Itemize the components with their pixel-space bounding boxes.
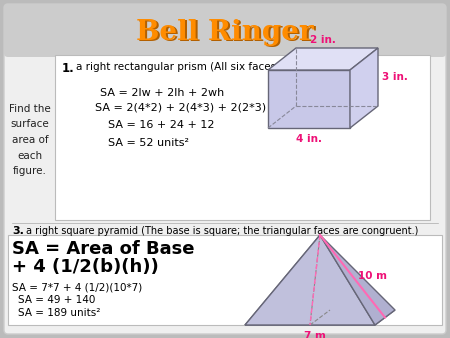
Text: Find the
surface
area of
each
figure.: Find the surface area of each figure.: [9, 104, 51, 176]
Text: SA = 2lw + 2lh + 2wh: SA = 2lw + 2lh + 2wh: [100, 88, 224, 98]
FancyBboxPatch shape: [8, 235, 442, 325]
Polygon shape: [268, 70, 350, 128]
Text: 2 in.: 2 in.: [310, 35, 336, 45]
Text: 1.: 1.: [62, 62, 75, 75]
Text: 3.: 3.: [12, 226, 24, 236]
FancyBboxPatch shape: [4, 4, 446, 334]
Polygon shape: [320, 235, 395, 325]
Polygon shape: [245, 235, 375, 325]
Text: 4 in.: 4 in.: [296, 134, 322, 144]
Text: SA = 7*7 + 4 (1/2)(10*7): SA = 7*7 + 4 (1/2)(10*7): [12, 282, 142, 292]
Polygon shape: [245, 235, 320, 325]
Text: SA = 52 units²: SA = 52 units²: [108, 138, 189, 148]
Text: SA = 2(4*2) + 2(4*3) + 2(2*3): SA = 2(4*2) + 2(4*3) + 2(2*3): [95, 103, 266, 113]
Text: Bell Ringer: Bell Ringer: [138, 20, 315, 47]
Text: Bell Ringer: Bell Ringer: [136, 19, 314, 46]
Polygon shape: [268, 48, 378, 70]
Polygon shape: [350, 48, 378, 128]
Text: 7 m: 7 m: [304, 331, 326, 338]
Text: a right rectangular prism (All six faces are rectangles.): a right rectangular prism (All six faces…: [76, 62, 362, 72]
Text: SA = 189 units²: SA = 189 units²: [18, 308, 100, 318]
Text: SA = Area of Base: SA = Area of Base: [12, 240, 194, 258]
Text: 10 m: 10 m: [357, 271, 387, 281]
FancyBboxPatch shape: [4, 4, 446, 57]
FancyBboxPatch shape: [55, 55, 430, 220]
Text: 3 in.: 3 in.: [382, 72, 408, 82]
Polygon shape: [245, 310, 395, 325]
Text: SA = 16 + 24 + 12: SA = 16 + 24 + 12: [108, 120, 215, 130]
Text: + 4 (1/2(b)(h)): + 4 (1/2(b)(h)): [12, 258, 159, 276]
Text: SA = 49 + 140: SA = 49 + 140: [18, 295, 95, 305]
Text: a right square pyramid (The base is square; the triangular faces are congruent.): a right square pyramid (The base is squa…: [26, 226, 418, 236]
